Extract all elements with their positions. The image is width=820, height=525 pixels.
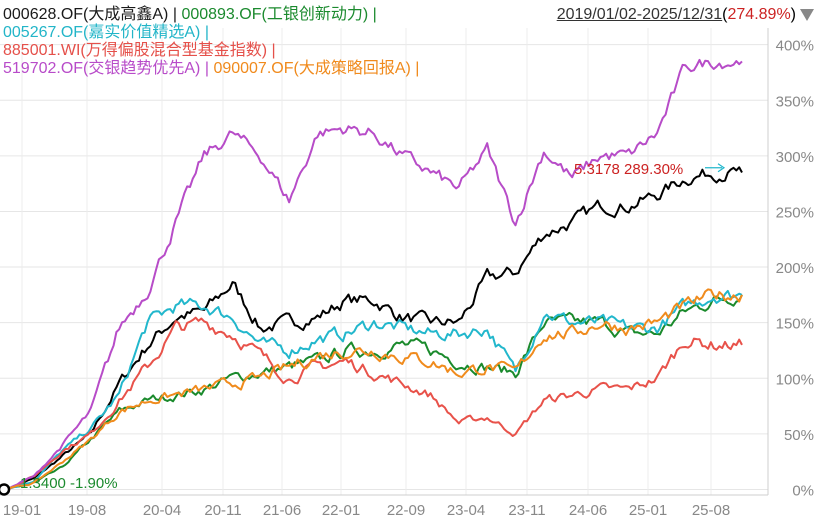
date-range-display[interactable]: 2019/01/02-2025/12/31(274.89%) [557,6,814,24]
range-return: 274.89% [727,6,791,23]
legend-item-000628[interactable]: 000628.OF(大成高鑫A) [3,6,169,23]
series-line-3 [5,289,743,491]
series-line-5 [5,58,743,491]
start-marker [0,483,11,496]
x-tick-label: 24-06 [569,502,607,519]
y-tick-label: 0% [792,482,814,499]
x-tick-label: 22-09 [387,502,425,519]
legend-item-000893[interactable]: 000893.OF(工银创新动力) [181,6,369,23]
start-price-label: 1.3400 -1.90% [20,475,118,492]
series-line-6 [5,288,743,492]
series-line-4 [5,316,743,491]
x-tick-label: 19-08 [68,502,106,519]
series-line-2 [5,294,743,490]
x-tick-label: 23-04 [447,502,485,519]
legend-item-885001[interactable]: 885001.WI(万得偏股混合型基金指数) [3,42,268,59]
cursor-value-label: 5.3178 289.30% [574,161,683,178]
x-tick-label: 20-11 [204,502,241,519]
legend-item-090007[interactable]: 090007.OF(大成策略回报A) [213,60,411,77]
x-tick-label: 20-04 [143,502,181,519]
cursor-arrow-head [717,163,726,173]
y-tick-label: 100% [776,371,814,388]
legend-row-1: 000628.OF(大成高鑫A) | 000893.OF(工银创新动力) | [3,6,419,24]
legend-row-3: 885001.WI(万得偏股混合型基金指数) | [3,42,419,60]
legend-separator: | [168,6,182,23]
legend-separator: | [368,6,377,23]
y-tick-label: 350% [776,93,814,110]
y-tick-label: 50% [784,427,814,444]
x-tick-label: 25-08 [692,502,730,519]
x-tick-label: 21-06 [263,502,301,519]
legend: 000628.OF(大成高鑫A) | 000893.OF(工银创新动力) | 0… [3,6,419,78]
x-tick-label: 23-11 [508,502,545,519]
legend-row-2: 005267.OF(嘉实价值精选A) | [3,24,419,42]
dropdown-triangle-icon[interactable] [800,8,814,21]
legend-separator: | [267,42,276,59]
legend-item-005267[interactable]: 005267.OF(嘉实价值精选A) [3,24,201,41]
x-tick-label: 25-01 [629,502,667,519]
y-tick-label: 300% [776,149,814,166]
y-tick-label: 150% [776,316,814,333]
legend-row-4: 519702.OF(交银趋势优先A) | 090007.OF(大成策略回报A) … [3,60,419,78]
x-tick-label: 19-01 [3,502,41,519]
y-tick-label: 250% [776,204,814,221]
legend-separator: | [410,60,420,77]
y-tick-label: 200% [776,260,814,277]
legend-separator: | [200,60,214,77]
legend-separator: | [200,24,209,41]
y-tick-label: 400% [776,38,814,55]
legend-item-519702[interactable]: 519702.OF(交银趋势优先A) [3,60,201,77]
range-paren-open: ( [722,6,728,23]
range-paren-close: ) [790,6,796,23]
date-range[interactable]: 2019/01/02-2025/12/31 [556,6,723,23]
x-tick-label: 22-01 [322,502,360,519]
